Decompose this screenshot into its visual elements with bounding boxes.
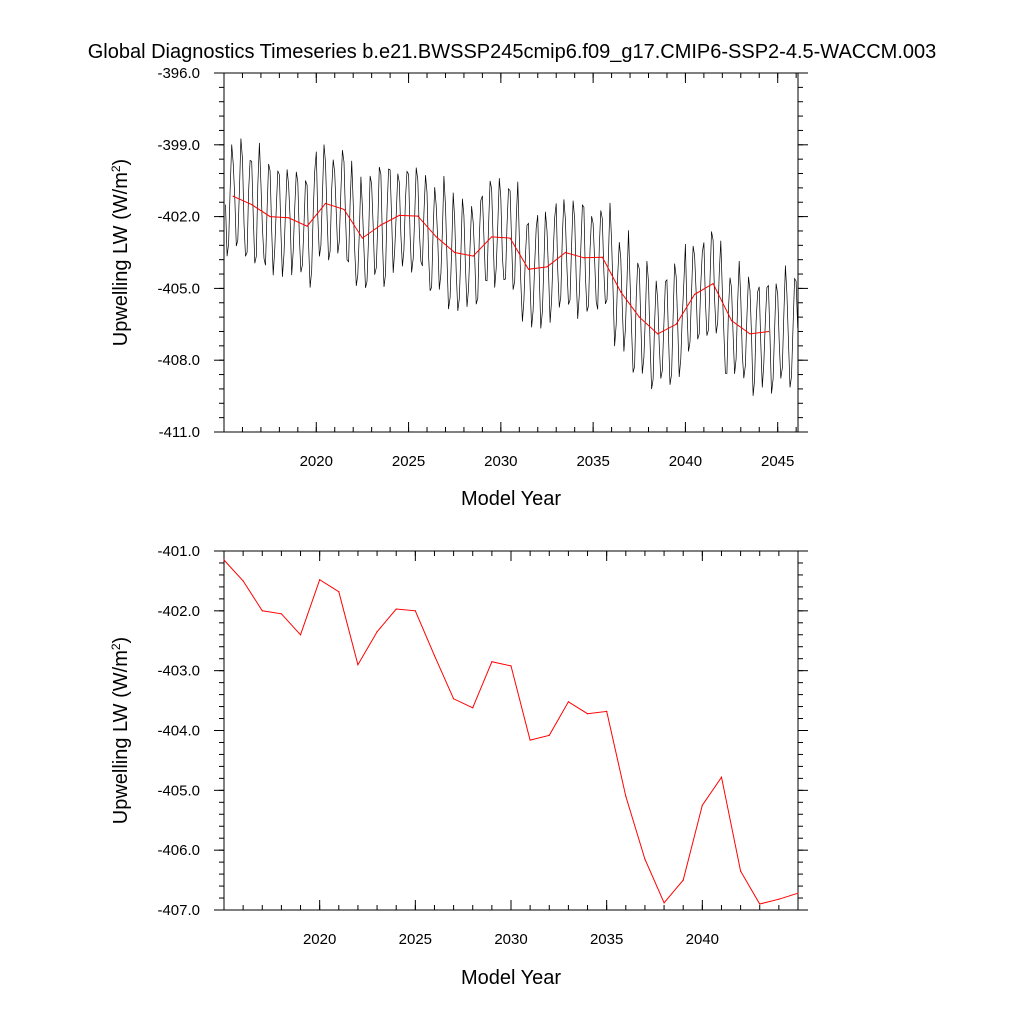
- annual-mean-point: [338, 591, 340, 593]
- annual-mean-point: [638, 316, 640, 318]
- x-tick-label: 2035: [576, 453, 609, 470]
- annual-mean-point: [586, 713, 589, 715]
- annual-mean-point: [491, 661, 493, 663]
- annual-mean-point: [620, 291, 622, 293]
- monthly-series-line: [225, 138, 799, 396]
- x-tick-label: 2020: [300, 453, 333, 470]
- annual-mean-point: [567, 701, 570, 703]
- annual-mean-point: [527, 268, 530, 270]
- y-tick-label: -403.0: [157, 663, 200, 680]
- annual-mean-point: [299, 634, 302, 636]
- annual-mean-point: [361, 237, 364, 239]
- annual-mean-point: [376, 631, 378, 633]
- annual-mean-line: [232, 195, 769, 335]
- annual-mean-point: [606, 710, 608, 712]
- annual-mean-point: [548, 734, 550, 736]
- annual-mean-point: [694, 293, 696, 295]
- annual-mean-point: [472, 255, 474, 257]
- y-axis-title: Upwelling LW (W/m2): [109, 159, 132, 346]
- annual-mean-point: [529, 739, 531, 741]
- annual-mean-point: [324, 202, 327, 205]
- annual-mean-point: [546, 266, 548, 268]
- x-tick-label: 2035: [590, 931, 623, 948]
- y-tick-label: -408.0: [157, 352, 200, 369]
- x-tick-label: 2040: [686, 931, 719, 948]
- annual-mean-point: [232, 195, 234, 197]
- annual-mean-point: [261, 610, 263, 612]
- annual-mean-point: [398, 214, 400, 217]
- y-tick-label: -396.0: [157, 65, 200, 82]
- y-tick-label: -405.0: [157, 782, 200, 799]
- plot-frame: [223, 72, 799, 433]
- annual-mean-point: [564, 251, 567, 254]
- x-tick-label: 2030: [494, 931, 527, 948]
- annual-mean-point: [454, 251, 456, 254]
- annual-mean-point: [730, 320, 733, 322]
- annual-mean-point: [472, 707, 474, 709]
- y-tick-label: -406.0: [157, 842, 200, 859]
- upper-panel-monthly-and-annual: 2020 2025 2030 2035 2040 2045 -396.0 -399.0 -402…: [109, 65, 808, 510]
- x-tick-label: 2030: [484, 453, 517, 470]
- annual-mean-point: [319, 579, 321, 581]
- x-axis-title: Model Year: [461, 967, 561, 989]
- lower-panel-annual: 2020 2025 2030 2035 2040 -401.0 -402.0 -403.0 -4…: [109, 543, 808, 989]
- annual-mean-point: [644, 858, 646, 860]
- annual-mean-point: [417, 215, 419, 217]
- annual-mean-point: [510, 665, 512, 667]
- annual-mean-point: [767, 330, 770, 333]
- annual-mean-point: [251, 204, 253, 206]
- annual-mean-point: [223, 559, 225, 561]
- annual-mean-point: [306, 225, 308, 227]
- annual-mean-point: [720, 776, 723, 778]
- y-tick-label: -411.0: [159, 424, 200, 441]
- annual-mean-point: [583, 257, 585, 259]
- x-tick-label: 2020: [303, 931, 336, 948]
- annual-mean-point: [453, 698, 455, 700]
- y-tick-label: -402.0: [157, 603, 200, 620]
- main-title: Global Diagnostics Timeseries b.e21.BWSS…: [88, 41, 937, 63]
- x-tick-label: 2025: [392, 453, 425, 470]
- y-axis-title: Upwelling LW (W/m2): [109, 637, 132, 824]
- y-tick-label: -404.0: [157, 723, 200, 740]
- annual-mean-point: [625, 795, 627, 797]
- annual-mean-point: [287, 217, 290, 219]
- y-tick-label: -402.0: [157, 209, 200, 226]
- annual-mean-point: [435, 236, 437, 238]
- y-tick-label: -399.0: [157, 137, 200, 154]
- annual-mean-point: [509, 237, 511, 239]
- annual-mean-point: [682, 879, 684, 881]
- x-axis-title: Model Year: [461, 488, 561, 510]
- x-tick-label: 2045: [761, 453, 794, 470]
- annual-mean-point: [675, 323, 677, 325]
- annual-mean-point: [712, 283, 714, 285]
- annual-mean-point: [414, 610, 416, 612]
- annual-mean-line: [223, 559, 799, 905]
- annual-mean-point: [740, 870, 742, 872]
- annual-mean-point: [395, 608, 397, 610]
- annual-mean-point: [701, 804, 703, 806]
- annual-mean-point: [749, 333, 751, 335]
- annual-mean-point: [759, 903, 761, 905]
- annual-mean-point: [797, 892, 799, 894]
- annual-mean-point: [491, 236, 493, 238]
- annual-mean-point: [433, 655, 436, 657]
- annual-mean-point: [269, 216, 271, 218]
- x-tick-label: 2040: [669, 453, 702, 470]
- y-tick-label: -401.0: [157, 543, 200, 560]
- annual-mean-point: [343, 208, 345, 211]
- y-tick-label: -405.0: [157, 280, 200, 297]
- plot-frame: [223, 550, 799, 911]
- annual-mean-point: [280, 613, 282, 615]
- x-tick-label: 2025: [399, 931, 432, 948]
- annual-mean-point: [778, 898, 780, 900]
- annual-mean-point: [657, 333, 659, 335]
- annual-mean-point: [380, 224, 382, 226]
- y-tick-label: -407.0: [157, 902, 200, 919]
- annual-mean-point: [601, 256, 603, 258]
- annual-mean-point: [242, 580, 244, 582]
- annual-mean-point: [357, 664, 359, 666]
- annual-mean-point: [663, 902, 665, 904]
